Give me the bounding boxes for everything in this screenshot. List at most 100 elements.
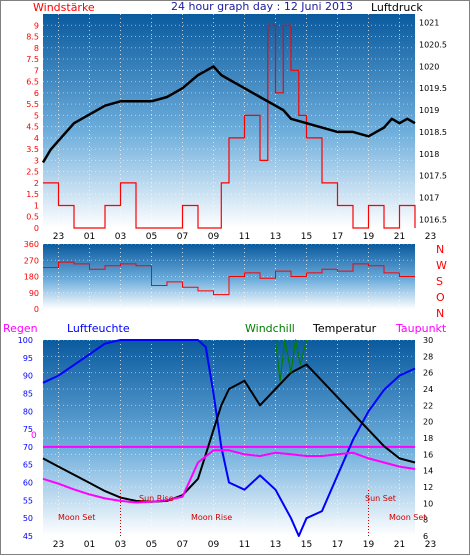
y-left-tick-label: 70: [23, 443, 33, 452]
direction-label-n-top: N: [436, 243, 444, 256]
y-right-tick-label: 20: [423, 418, 433, 427]
y-right-tick-label: 1018: [419, 150, 439, 159]
y-tick-label: 360: [24, 240, 39, 249]
y-left-tick-label: 8: [34, 44, 39, 53]
y-right-tick-label: 10: [423, 499, 433, 508]
y-left-tick-label: 5: [34, 111, 39, 120]
y-left-tick-label: 50: [23, 514, 33, 523]
y-left-tick-label: 6.5: [26, 78, 39, 87]
x-tick-label: 17: [332, 232, 343, 242]
x-tick-label: 07: [177, 232, 188, 242]
y-right-tick-label: 1019.5: [419, 84, 447, 93]
y-tick-label: 270: [24, 256, 39, 265]
x-tick-label: 01: [84, 232, 95, 242]
y-left-tick-label: 5.5: [26, 100, 39, 109]
y-left-tick-label: 3: [34, 156, 39, 165]
y-left-tick-label: 3.5: [26, 145, 39, 154]
y-right-tick-label: 14: [423, 467, 433, 476]
x-tick-label: 05: [146, 540, 157, 550]
series-layer: [41, 24, 416, 537]
y-left-tick-label: 90: [23, 372, 33, 381]
y-left-tick-label: 45: [23, 532, 33, 541]
y-left-tick-label: 2.5: [26, 168, 39, 177]
x-tick-label: 03: [115, 232, 126, 242]
x-tick-label: 07: [177, 540, 188, 550]
legend-temperature: Temperatur: [312, 322, 377, 335]
y-right-tick-label: 1020.5: [419, 41, 447, 50]
direction-label-s: S: [436, 275, 443, 288]
y-tick-label: 0: [34, 305, 39, 314]
x-tick-label: 01: [84, 540, 95, 550]
y-left-tick-label: 95: [23, 354, 33, 363]
y-left-tick-label: 1: [34, 201, 39, 210]
sun-set-annotation: Sun Set: [365, 494, 396, 503]
wind-pressure-plot-area: [43, 14, 415, 228]
series-windchill: [274, 339, 308, 382]
y-left-tick-label: 1.5: [26, 190, 39, 199]
moon-set-annotation-2: Moon Set: [389, 513, 426, 522]
series-luftdruck: [41, 65, 416, 164]
x-tick-label: 09: [208, 232, 220, 242]
y-left-tick-label: 6: [34, 89, 39, 98]
x-tick-label: 19: [363, 540, 375, 550]
y-right-tick-label: 18: [423, 434, 433, 443]
y-left-tick-label: 100: [18, 336, 33, 345]
y-right-tick-label: 1020: [419, 62, 439, 71]
y-right-tick-label: 1016.5: [419, 215, 447, 224]
y-left-tick-label: 2: [34, 179, 39, 188]
y-left-tick-label: 85: [23, 389, 33, 398]
x-tick-label: 05: [146, 232, 157, 242]
rain-label: Regen: [3, 322, 38, 335]
y-right-tick-label: 22: [423, 401, 433, 410]
y-left-tick-label: 80: [23, 407, 33, 416]
x-tick-label: 23: [425, 540, 436, 550]
x-tick-label: 03: [115, 540, 126, 550]
x-tick-label: 19: [363, 232, 375, 242]
x-tick-label: 13: [270, 232, 281, 242]
y-right-tick-label: 1017.5: [419, 172, 447, 181]
x-tick-label: 21: [394, 232, 405, 242]
wind-strength-label: Windstärke: [33, 1, 95, 14]
series-windstaerke: [43, 24, 416, 229]
y-left-tick-label: 4: [34, 134, 39, 143]
y-right-tick-label: 8: [423, 516, 428, 525]
x-tick-label: 17: [332, 540, 343, 550]
direction-label-n-bottom: N: [436, 307, 444, 320]
y-left-tick-label: 55: [23, 496, 33, 505]
series-temperatur: [42, 363, 416, 503]
y-left-tick-label: 8.5: [26, 33, 39, 42]
y-left-tick-label: 9: [34, 21, 39, 30]
y-right-tick-label: 30: [423, 336, 433, 345]
y-left-tick-label: 0: [34, 224, 39, 233]
y-right-tick-label: 1019: [419, 106, 439, 115]
x-tick-label: 09: [208, 540, 220, 550]
x-tick-label: 23: [53, 540, 64, 550]
y-right-tick-label: 1017: [419, 193, 439, 202]
y-right-tick-label: 1018.5: [419, 128, 447, 137]
x-tick-label: 15: [301, 232, 312, 242]
chart-title: 24 hour graph day : 12 Juni 2013: [171, 1, 353, 13]
series-luftfeuchte: [42, 339, 416, 537]
y-left-tick-label: 7.5: [26, 55, 39, 64]
y-right-tick-label: 28: [423, 352, 433, 361]
y-right-tick-label: 26: [423, 369, 433, 378]
x-tick-label: 23: [53, 232, 64, 242]
sun-rise-annotation: Sun Rise: [139, 494, 174, 503]
legend-humidity: Luftfeuchte: [67, 322, 130, 335]
y-left-tick-label: 60: [23, 479, 33, 488]
y-right-tick-label: 24: [423, 385, 433, 394]
x-tick-label: 13: [270, 540, 281, 550]
x-tick-label: 15: [301, 540, 312, 550]
y-right-tick-label: 6: [423, 532, 428, 541]
legend-dewpoint: Taupunkt: [395, 322, 447, 335]
y-left-tick-label: 65: [23, 461, 33, 470]
y-left-tick-label: 0.5: [26, 213, 39, 222]
y-right-tick-label: 16: [423, 450, 433, 459]
y-right-tick-label: 1021: [419, 19, 439, 28]
rain-zero-label: 0: [31, 431, 37, 441]
moon-rise-annotation: Moon Rise: [191, 513, 232, 522]
y-left-tick-label: 4.5: [26, 123, 39, 132]
y-left-tick-label: 75: [23, 425, 33, 434]
